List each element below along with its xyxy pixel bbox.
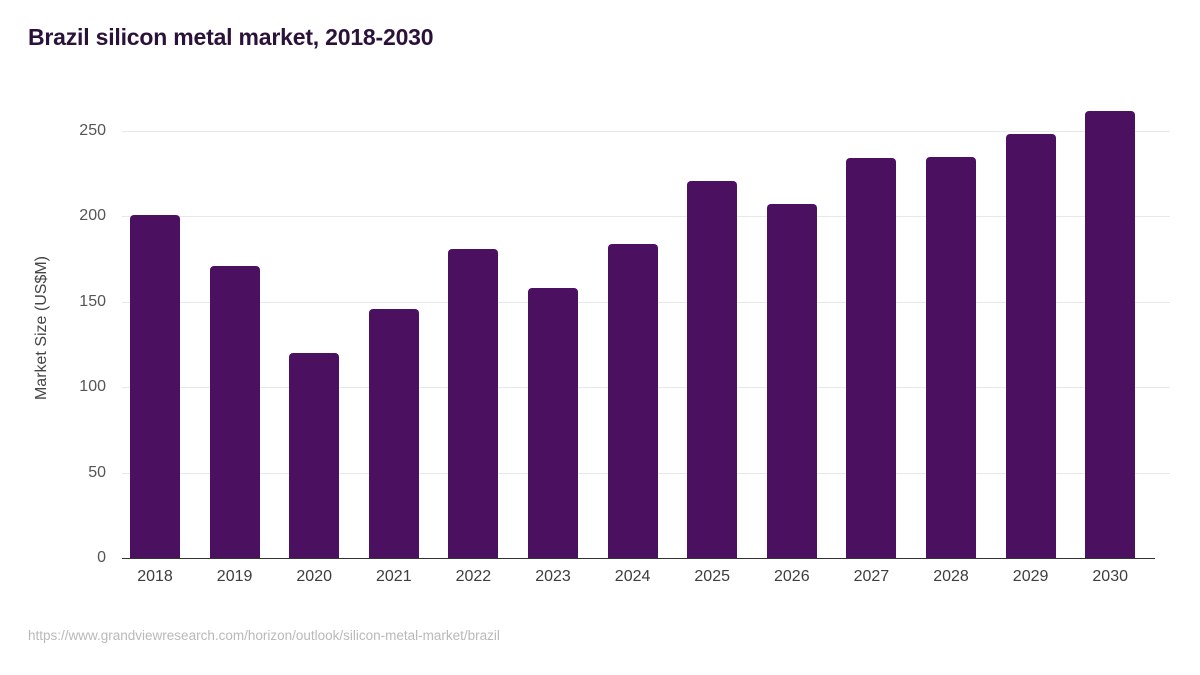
x-axis-tick-label: 2023 [535,568,571,585]
source-url: https://www.grandviewresearch.com/horizo… [28,628,500,643]
bar[interactable] [926,156,976,558]
bar[interactable] [846,158,897,558]
bar[interactable] [448,248,499,558]
x-axis-tick-label: 2021 [376,568,412,585]
x-axis-tick-label: 2024 [614,568,651,585]
plot-area: 0 50 100 150 200 250 [79,96,1170,566]
x-axis-tick-label: 2029 [1012,568,1049,585]
x-axis-tick-label: 2025 [694,568,730,585]
page-title: Brazil silicon metal market, 2018-2030 [28,24,434,50]
y-axis-tick-label: 200 [79,207,106,225]
gridline [122,131,1170,132]
bar[interactable] [528,288,578,558]
y-axis-tick-label: 0 [97,549,106,566]
x-axis-tick-label: 2026 [774,568,810,585]
bar[interactable] [130,214,180,558]
y-axis-tick-label: 100 [79,378,106,396]
y-axis-title-label: Market Size (US$M) [33,255,50,400]
x-axis-tick-label: 2020 [296,568,332,585]
x-axis-tick-label: 2030 [1092,568,1128,585]
bar[interactable] [209,265,260,558]
y-axis-tick-label: 150 [79,292,106,310]
bar[interactable] [368,308,419,558]
y-axis-tick-label: 50 [88,463,106,481]
bar[interactable] [766,204,817,558]
x-axis-tick-labels: 2018 2019 2020 2021 2022 2023 2024 2025 2026 2027… [122,568,1170,594]
bar[interactable] [289,353,340,558]
x-axis-tick-label: 2022 [455,568,492,585]
bar[interactable] [607,243,658,558]
bars-layer [122,96,1170,559]
bar[interactable] [687,180,738,558]
y-axis-tick-label: 250 [79,122,106,139]
y-axis-title: Market Size (US$M) [30,96,54,559]
bar[interactable] [1085,110,1136,558]
x-axis-tick-label: 2018 [137,568,173,585]
bar[interactable] [1005,134,1056,558]
x-axis-tick-label: 2027 [853,568,890,585]
x-axis-line [122,558,1155,559]
x-axis-tick-label: 2028 [933,568,969,585]
x-axis-tick-label: 2019 [216,568,253,585]
gridline [122,216,1170,218]
